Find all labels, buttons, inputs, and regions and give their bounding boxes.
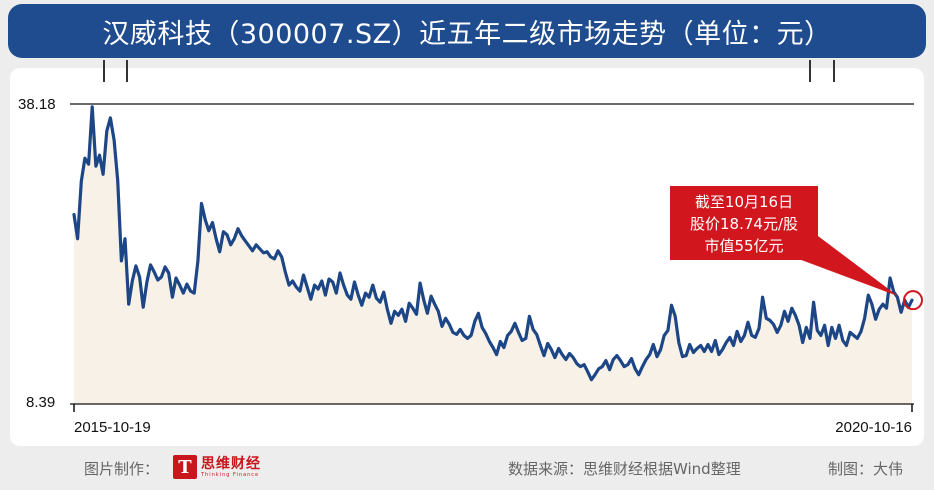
credit-label: 图片制作： <box>84 460 160 478</box>
price-area <box>74 106 912 405</box>
logo-name: 思维财经 <box>201 455 261 472</box>
y-tick-label-min: 8.39 <box>26 394 55 411</box>
price-line <box>72 105 914 382</box>
chart-title: 汉威科技（300007.SZ）近五年二级市场走势（单位：元） <box>102 18 832 50</box>
callout-line-date: 截至10月16日 <box>695 193 793 211</box>
chart-maker: 制图：大伟 <box>828 460 904 478</box>
x-tick-label-end: 2020-10-16 <box>835 419 912 436</box>
footer: 图片制作： T 思维财经 Thinking Finance 数据来源：思维财经根… <box>0 448 934 488</box>
logo-subtitle: Thinking Finance <box>201 471 260 478</box>
brand-logo: T 思维财经 Thinking Finance <box>173 452 261 482</box>
data-source: 数据来源：思维财经根据Wind整理 <box>508 460 741 478</box>
chart-svg: 38.18 8.39 2015-10-19 2020-10-16 截至10月16… <box>18 60 923 436</box>
logo-mark: T <box>173 455 197 479</box>
callout-line-marketcap: 市值55亿元 <box>704 237 783 255</box>
x-tick-label-start: 2015-10-19 <box>74 419 151 436</box>
callout-box <box>670 186 818 260</box>
callout-line-price: 股价18.74元/股 <box>690 215 798 233</box>
last-price-marker <box>903 290 923 311</box>
price-callout: 截至10月16日 股价18.74元/股 市值55亿元 <box>670 186 898 297</box>
chart-decor <box>103 60 835 82</box>
title-banner: 汉威科技（300007.SZ）近五年二级市场走势（单位：元） <box>8 4 926 58</box>
y-tick-label-max: 38.18 <box>18 96 56 113</box>
